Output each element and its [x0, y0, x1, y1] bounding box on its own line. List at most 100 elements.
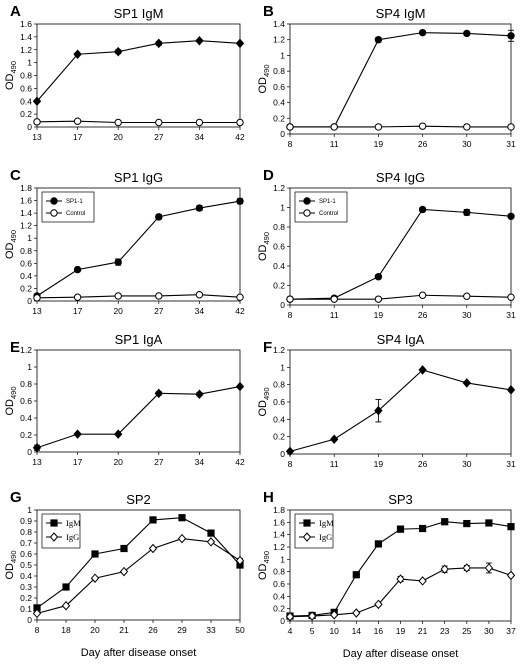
data-point — [507, 293, 515, 301]
series-line — [289, 208, 512, 300]
x-tick-label: 42 — [235, 132, 245, 142]
data-point — [207, 529, 215, 537]
x-tick-label: 18 — [61, 625, 71, 635]
data-point — [236, 118, 244, 127]
data-point — [114, 118, 122, 127]
panel-letter: F — [263, 339, 272, 356]
y-tick-label: 0.7 — [20, 538, 32, 548]
x-tick-label: 34 — [195, 306, 205, 316]
data-point — [507, 523, 515, 531]
data-point — [154, 38, 163, 49]
data-point — [62, 583, 70, 591]
chart-title: SP1 IgM — [114, 6, 164, 21]
data-point — [73, 265, 82, 274]
series-line — [36, 517, 241, 609]
plot-frame — [36, 187, 241, 302]
y-axis-label: OD490 — [4, 61, 18, 90]
data-point — [285, 611, 295, 622]
data-point — [195, 35, 204, 46]
data-point — [120, 544, 128, 553]
y-tick-label: 0.4 — [20, 571, 32, 581]
y-tick-label: 0.6 — [273, 579, 285, 589]
series-1 — [32, 35, 245, 107]
legend-marker — [303, 519, 311, 527]
data-point — [286, 123, 294, 131]
data-point — [73, 49, 82, 60]
x-tick-label: 4 — [288, 626, 293, 636]
data-point — [330, 610, 339, 620]
chart-panel-e: E SP1 IgA 0 0.2 0.4 0.6 0.8 1 1.2 13 17 20 27 34 42 OD4… — [4, 332, 245, 467]
y-tick-label: 1 — [280, 362, 285, 372]
y-tick-label: 1.6 — [273, 517, 285, 527]
y-tick-label: 1 — [27, 58, 32, 68]
data-point — [73, 117, 82, 125]
data-point — [155, 213, 163, 221]
y-tick-label: 1.4 — [273, 530, 285, 540]
legend-label: SP1-1 — [319, 199, 336, 205]
data-point — [485, 519, 493, 527]
x-tick-label: 26 — [418, 139, 428, 149]
x-tick-label: 10 — [329, 626, 339, 636]
data-point — [149, 516, 157, 524]
y-tick-label: 1.4 — [273, 19, 285, 29]
data-point — [307, 611, 317, 621]
y-axis-label: OD490 — [257, 64, 271, 93]
data-point — [463, 519, 471, 528]
x-tick-label: 26 — [418, 459, 428, 469]
data-point — [119, 566, 129, 577]
legend: IgM IgG — [294, 513, 334, 549]
data-point — [374, 36, 383, 44]
legend-label: IgG — [319, 532, 332, 542]
chart-panel-h: H SP3 0 0.2 0.4 0.6 0.8 1 1.2 1.4 1.6 1.8 4 5 10 14 16 19… — [257, 489, 516, 660]
x-tick-label: 13 — [32, 457, 42, 467]
data-point — [73, 429, 82, 439]
data-point — [418, 28, 427, 37]
series-line — [36, 120, 240, 124]
x-tick-label: 26 — [148, 625, 158, 635]
panel-letter: B — [263, 3, 274, 20]
series-line — [290, 32, 512, 128]
legend-label: Control — [66, 211, 85, 217]
y-tick-label: 1 — [280, 554, 285, 564]
y-tick-label: 1.2 — [20, 45, 32, 55]
x-tick-label: 8 — [35, 625, 40, 635]
y-tick-label: 0.6 — [273, 82, 285, 92]
y-tick-label: 0.8 — [273, 380, 285, 390]
data-point — [236, 293, 244, 301]
y-tick-label: 1.4 — [20, 32, 32, 42]
data-point — [352, 571, 360, 579]
data-point — [61, 600, 71, 611]
data-point — [440, 564, 449, 574]
legend-marker — [302, 532, 312, 542]
x-tick-label: 23 — [440, 626, 450, 636]
series-line — [289, 369, 512, 452]
x-tick-label: 16 — [374, 626, 384, 636]
y-tick-label: 0.6 — [273, 242, 285, 252]
data-point — [463, 123, 471, 131]
data-point — [114, 429, 123, 439]
x-tick-label: 21 — [119, 625, 129, 635]
data-point — [33, 118, 41, 126]
data-point — [418, 291, 427, 299]
series-line — [36, 386, 241, 449]
y-tick-label: 0.2 — [20, 283, 32, 293]
y-tick-label: 0.2 — [20, 109, 32, 119]
data-point — [418, 576, 427, 586]
data-point — [195, 291, 204, 299]
y-tick-label: 0.8 — [20, 379, 32, 389]
series-2 — [33, 291, 244, 302]
chart-title: SP2 — [126, 492, 151, 507]
y-tick-label: 0.4 — [20, 413, 32, 423]
y-tick-label: 0.6 — [20, 549, 32, 559]
legend-box — [294, 513, 334, 549]
legend: IgM IgG — [41, 513, 81, 549]
x-tick-label: 37 — [506, 626, 516, 636]
y-axis-label: OD490 — [4, 386, 18, 415]
x-tick-label: 31 — [506, 139, 516, 149]
data-point — [236, 197, 244, 205]
x-tick-label: 27 — [154, 306, 164, 316]
series-line — [290, 125, 511, 128]
x-tick-label: 42 — [235, 457, 245, 467]
